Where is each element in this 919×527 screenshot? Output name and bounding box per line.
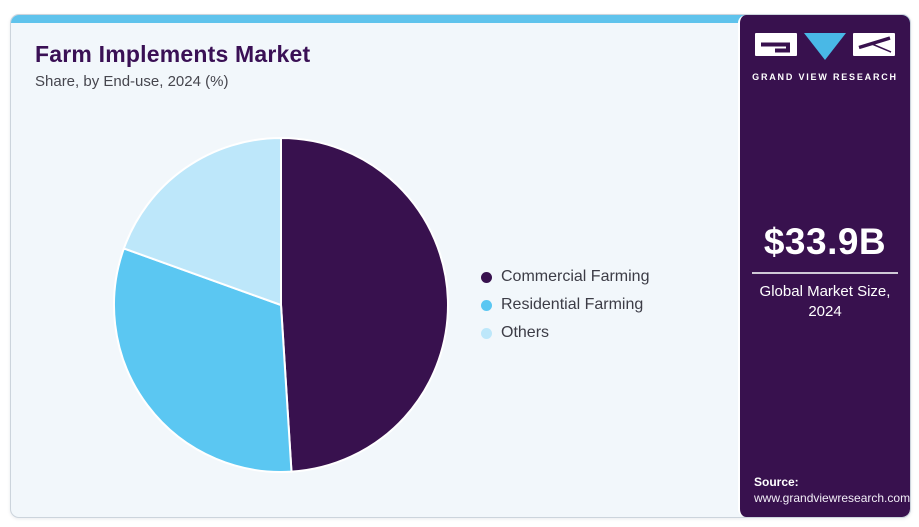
pie-chart	[113, 137, 449, 473]
legend-marker	[481, 299, 492, 311]
gvr-logo-icon	[755, 33, 895, 60]
legend-item-commercial-farming: Commercial Farming	[481, 263, 649, 291]
chart-subtitle: Share, by End-use, 2024 (%)	[35, 73, 229, 90]
source-url[interactable]: www.grandviewresearch.com	[754, 491, 911, 505]
page-title: Farm Implements Market	[35, 41, 311, 67]
infographic-card: Farm Implements Market Share, by End-use…	[10, 14, 911, 518]
stat-divider	[752, 272, 898, 274]
market-size-value: $33.9B	[763, 221, 887, 262]
top-accent-bar	[11, 15, 910, 23]
chart-header: Farm Implements Market Share, by End-use…	[35, 41, 310, 90]
market-size-label: Global Market Size, 2024	[759, 283, 891, 320]
pie-slice-commercial-farming	[280, 137, 449, 473]
source-label: Source:	[754, 475, 799, 489]
pie-slice-others	[122, 137, 282, 306]
legend-label: Commercial Farming	[501, 268, 650, 285]
legend-label: Residential Farming	[501, 296, 644, 313]
market-size-block: $33.9B Global Market Size, 2024	[740, 221, 910, 321]
legend-label: Others	[501, 324, 550, 341]
legend-item-residential-farming: Residential Farming	[481, 291, 649, 319]
legend-marker	[481, 327, 492, 339]
legend-item-others: Others	[481, 319, 649, 347]
pie-slice-residential-farming	[113, 247, 293, 473]
legend: Commercial Farming Residential Farming O…	[481, 263, 649, 347]
brand-logo: GRAND VIEW RESEARCH	[740, 15, 910, 82]
legend-marker	[481, 271, 492, 283]
source-block: Source: www.grandviewresearch.com	[754, 475, 910, 505]
brand-name: GRAND VIEW RESEARCH	[752, 72, 898, 82]
sidebar: GRAND VIEW RESEARCH $33.9B Global Market…	[738, 15, 910, 517]
